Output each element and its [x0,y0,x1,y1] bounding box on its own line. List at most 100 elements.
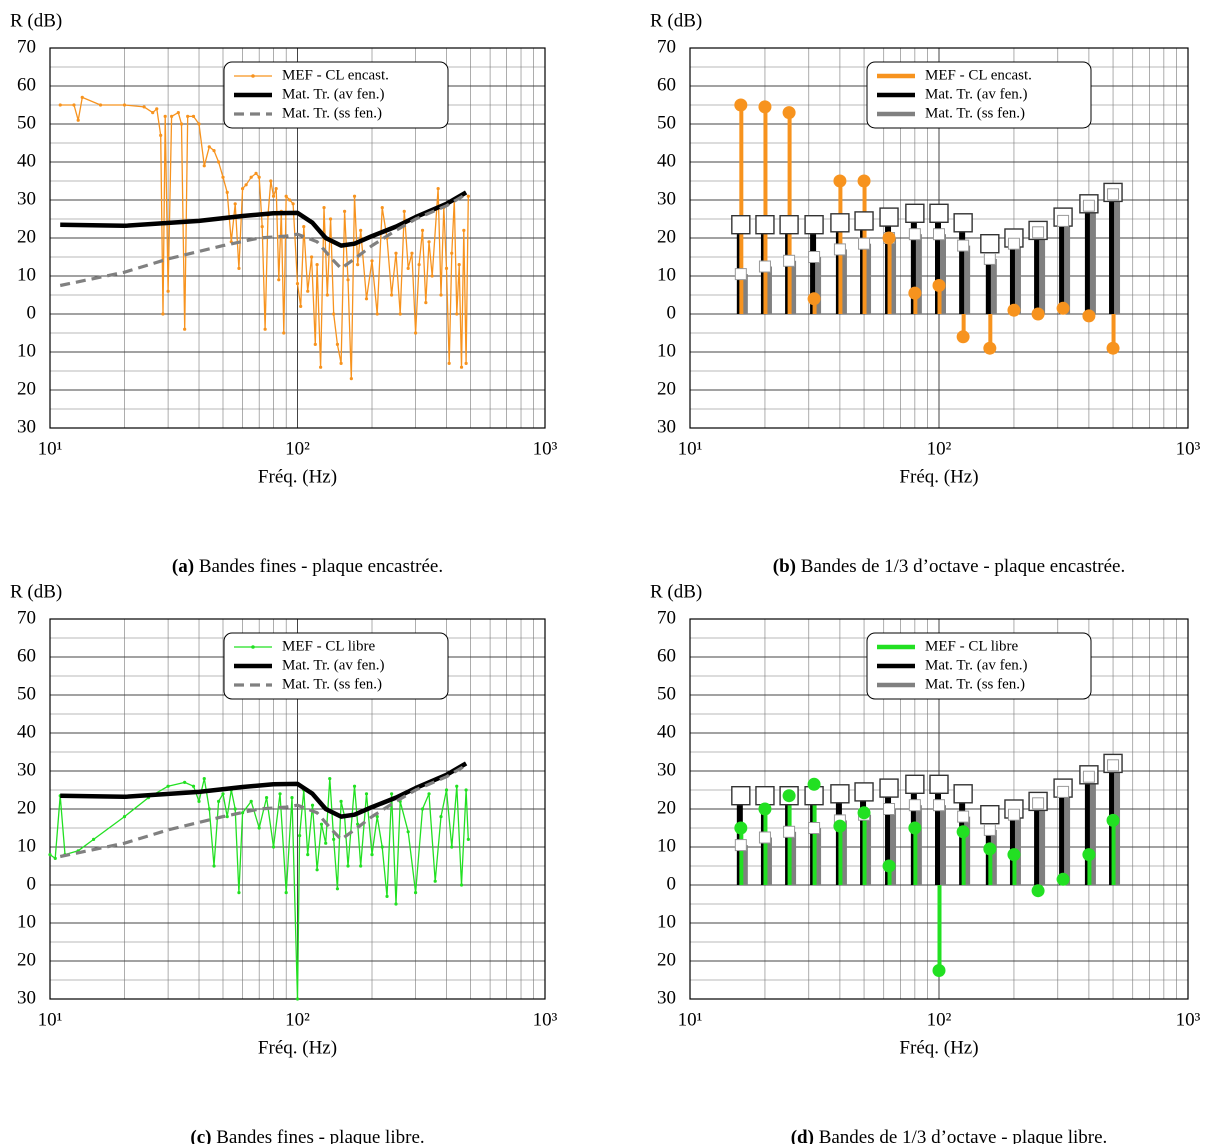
point [324,841,328,845]
bar [812,298,817,314]
bar-marker [1007,303,1021,317]
bar-marker [1056,872,1070,886]
bar-marker [804,214,824,235]
point [325,293,329,297]
bar-marker [1082,309,1096,323]
point [424,301,428,305]
bar-marker [783,825,796,838]
point [202,777,206,781]
y-tick-label: 0 [667,873,677,894]
x-tick-label: 10³ [1176,1009,1201,1030]
panel: 30 20 10 0 10 20 30 40 50 60 70 10¹ 10² 10³ R (dB) Fréq… [10,581,558,1144]
point [447,361,451,365]
point [349,377,353,381]
bar [787,795,792,885]
bar-marker [983,842,997,856]
bar-marker [929,203,949,224]
y-axis-label: R (dB) [10,581,62,602]
point [58,103,62,107]
bar-marker [755,786,775,806]
point [459,365,464,369]
point [315,868,319,872]
y-tick-label: 10 [657,264,676,285]
bar-marker [933,228,945,241]
point [170,114,174,118]
legend-label: Mat. Tr. (ss fen.) [925,105,1025,121]
legend-label: Mat. Tr. (av fen.) [282,657,385,673]
bar [1034,801,1041,885]
legend-label: MEF - CL libre [282,638,376,654]
bar-marker [956,330,970,344]
point [212,149,216,153]
point [385,894,389,899]
marks [48,761,470,1001]
point [155,107,159,111]
bar-marker [882,231,896,245]
point [346,864,350,868]
y-tick-label: 30 [657,188,676,209]
point [299,304,303,308]
bar-marker [858,237,871,250]
point [390,293,394,297]
legend-swatch-dot [251,645,255,649]
point [335,887,340,891]
point [332,312,336,316]
legend-swatch-dot [251,74,255,78]
point [459,883,464,887]
bar [990,829,997,885]
bar [765,837,772,885]
point [284,194,288,198]
y-tick-label: 60 [657,645,676,666]
point [225,815,229,819]
point [413,331,418,335]
bar-marker [779,214,799,235]
point [288,198,292,202]
bar-marker [879,207,899,227]
bar [887,866,892,885]
legend-label: MEF - CL encast. [925,67,1032,83]
point [179,122,184,126]
bar [812,784,817,885]
point [295,997,300,1001]
legend-label: Mat. Tr. (av fen.) [282,86,385,102]
bar-marker [1106,341,1120,355]
bar [1034,230,1041,314]
point [375,312,379,316]
x-tick-label: 10² [927,438,952,459]
point [322,206,326,210]
x-tick-label: 10¹ [38,438,63,459]
caption: (d) Bandes de 1/3 d’octave - plaque libr… [791,1127,1108,1144]
y-tick-label: 20 [657,797,676,818]
bar-marker [783,254,796,267]
point [271,845,276,849]
point [240,811,245,815]
point [254,171,258,175]
y-tick-label: 60 [17,645,36,666]
legend-label: Mat. Tr. (ss fen.) [282,676,382,692]
bar-marker [1057,785,1070,798]
y-tick-label: 70 [657,36,676,57]
bar-marker [833,819,847,833]
y-tick-label: 40 [17,150,36,171]
legend-label: Mat. Tr. (ss fen.) [282,105,382,121]
caption: (a) Bandes fines - plaque encastrée. [172,556,443,577]
point [186,114,190,118]
point [53,856,57,861]
caption-text: Bandes fines - plaque encastrée. [199,556,443,577]
point [237,891,241,895]
bar-marker [908,286,922,300]
bar-marker [808,251,821,263]
point [197,122,201,126]
point [410,251,414,255]
caption: (b) Bandes de 1/3 d’octave - plaque enca… [773,556,1125,577]
bar-marker [908,821,922,835]
bar [1089,776,1096,885]
point [183,327,187,331]
y-tick-label: 30 [17,416,36,437]
point [455,784,459,788]
legend-box [866,632,1092,700]
bar-marker [905,774,925,794]
point [332,837,336,842]
point [295,282,300,286]
point [72,103,76,107]
